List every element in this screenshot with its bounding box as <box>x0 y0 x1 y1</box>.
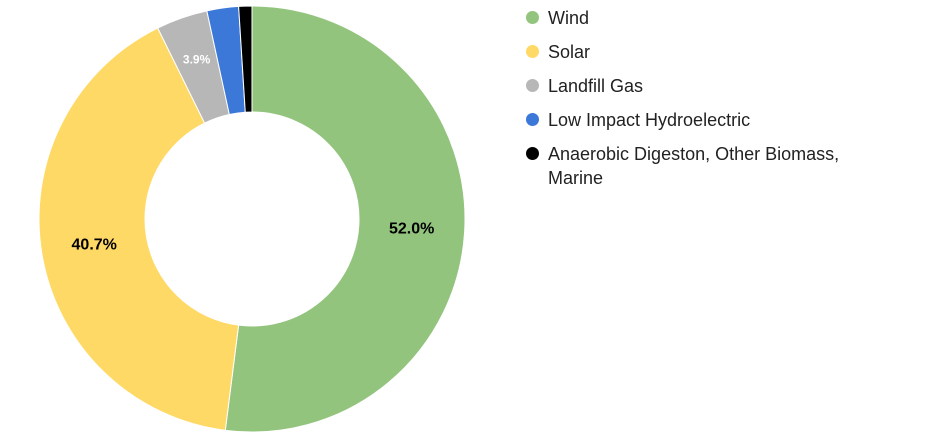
legend-marker <box>526 113 539 126</box>
legend-label: Low Impact Hydroelectric <box>548 110 751 130</box>
legend: Wind Solar Landfill Gas Low Impact Hydroele… <box>526 6 886 200</box>
value-label: 52.0% <box>389 220 434 237</box>
legend-item: Solar <box>526 40 886 64</box>
legend-item: Wind <box>526 6 886 30</box>
legend-label: Wind <box>548 8 590 28</box>
legend-marker <box>526 147 539 160</box>
legend-item: Low Impact Hydroelectric <box>526 108 886 132</box>
slice <box>224 5 466 433</box>
legend-item: Landfill Gas <box>526 74 886 98</box>
legend-marker <box>526 79 539 92</box>
slice <box>38 27 240 431</box>
legend-label: Anaerobic Digeston, Other Biomass, Marin… <box>548 144 840 188</box>
legend-marker <box>526 11 539 24</box>
value-label: 40.7% <box>72 237 117 254</box>
value-label: 3.9% <box>183 53 211 67</box>
legend-marker <box>526 45 539 58</box>
legend-label: Landfill Gas <box>548 76 644 96</box>
legend-label: Solar <box>548 42 591 62</box>
legend-item: Anaerobic Digeston, Other Biomass, Marin… <box>526 142 886 190</box>
donut: 52.0% 40.7% 3.9% <box>38 5 466 433</box>
slice <box>238 5 253 113</box>
